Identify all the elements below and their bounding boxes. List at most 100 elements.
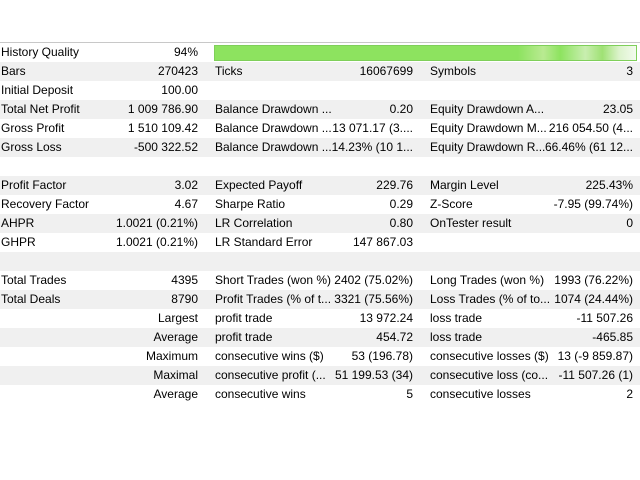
metric-value: 5 [406,387,413,401]
report-row: Total Trades 4395 Short Trades (won %) 2402… [0,271,640,290]
metric-value: 23.05 [602,102,633,116]
metric-value: 13 071.17 (3.... [332,121,413,135]
metric-value: -7.95 (99.74%) [553,197,633,211]
metric-label: consecutive wins ($) [215,349,324,363]
metric-label: Total Deals [1,292,61,306]
metric-label: Initial Deposit [1,83,74,97]
metric-label: Sharpe Ratio [215,197,286,211]
metric-label: Balance Drawdown ... [215,121,332,135]
metric-label: Equity Drawdown M... [430,121,547,135]
metric-label: Short Trades (won %) [215,273,332,287]
metric-value: Maximal [153,368,198,382]
metric-label: Equity Drawdown R... [430,140,546,154]
metric-value: 454.72 [376,330,413,344]
report-row: Average consecutive wins 5 consecutive loss… [0,385,640,404]
report-row: Bars 270423 Ticks 16067699 Symbols 3 [0,62,640,81]
report-row: Average profit trade 454.72 loss trade -465.… [0,328,640,347]
report-row: Initial Deposit 100.00 [0,81,640,100]
metric-value: 2 [626,387,633,401]
report-row: Total Net Profit 1 009 786.90 Balance Draw… [0,100,640,119]
metric-value: 1.0021 (0.21%) [115,235,198,249]
metric-value: 3.02 [174,178,198,192]
metric-value: 13 972.24 [359,311,413,325]
tester-report: History Quality 94% Bars 270423 Ticks 1606769… [0,42,640,423]
metric-value: 13 (-9 859.87) [557,349,633,363]
metric-value: 0.80 [389,216,413,230]
metric-value: -465.85 [592,330,633,344]
metric-value: 1993 (76.22%) [554,273,633,287]
metric-value: -11 507.26 [576,311,634,325]
metric-value: Average [153,387,198,401]
metric-value: 225.43% [585,178,633,192]
metric-label: History Quality [1,45,80,59]
history-quality-bar [214,45,637,61]
report-row: GHPR 1.0021 (0.21%) LR Standard Error 147 8… [0,233,640,252]
metric-value: 51 199.53 (34) [334,368,413,382]
metric-value: 1 510 109.42 [127,121,198,135]
metric-label: consecutive losses [430,387,531,401]
metric-label: Expected Payoff [215,178,303,192]
metric-value: 229.76 [376,178,413,192]
metric-value: 1 009 786.90 [127,102,198,116]
metric-value: 94% [173,45,198,59]
metric-label: Total Trades [1,273,67,287]
report-row: History Quality 94% [0,43,640,62]
metric-label: Profit Factor [1,178,67,192]
metric-value: 147 867.03 [352,235,413,249]
metric-label: Ticks [215,64,243,78]
metric-value: 53 (196.78) [351,349,413,363]
metric-value: 16067699 [359,64,413,78]
report-row: Gross Profit 1 510 109.42 Balance Drawdown… [0,119,640,138]
metric-label: consecutive loss (co... [430,368,549,382]
metric-value: -500 322.52 [133,140,198,154]
metric-label: Gross Profit [1,121,65,135]
metric-label: GHPR [1,235,36,249]
report-row: Largest profit trade 13 972.24 loss trade -1… [0,309,640,328]
metric-value: 3321 (75.56%) [334,292,413,306]
report-row: AHPR 1.0021 (0.21%) LR Correlation 0.80 OnTe… [0,214,640,233]
metric-value: 8790 [171,292,198,306]
metric-label: Margin Level [430,178,499,192]
report-row: Maximum consecutive wins ($) 53 (196.78) co… [0,347,640,366]
metric-label: Z-Score [430,197,473,211]
metric-label: OnTester result [430,216,512,230]
metric-value: 0 [626,216,633,230]
report-row [0,157,640,176]
metric-label: Balance Drawdown ... [215,102,332,116]
metric-label: LR Correlation [215,216,293,230]
report-row: Gross Loss -500 322.52 Balance Drawdown ..… [0,138,640,157]
report-row: Profit Factor 3.02 Expected Payoff 229.76 Ma… [0,176,640,195]
report-row: Total Deals 8790 Profit Trades (% of t... 3… [0,290,640,309]
metric-label: Profit Trades (% of t... [215,292,332,306]
metric-value: 4395 [171,273,198,287]
report-row: Maximal consecutive profit (... 51 199.53 … [0,366,640,385]
metric-label: Gross Loss [1,140,62,154]
metric-value: 1.0021 (0.21%) [115,216,198,230]
metric-label: Bars [1,64,26,78]
report-row [0,252,640,271]
metric-label: profit trade [215,330,273,344]
metric-label: Recovery Factor [1,197,90,211]
metric-label: consecutive profit (... [215,368,326,382]
metric-value: 216 054.50 (4... [548,121,633,135]
metric-value: -11 507.26 (1) [558,368,634,382]
metric-value: 1074 (24.44%) [554,292,633,306]
metric-label: loss trade [430,330,483,344]
metric-label: Equity Drawdown A... [430,102,545,116]
metric-value: 4.67 [174,197,198,211]
metric-value: 14.23% (10 1... [331,140,413,154]
metric-label: loss trade [430,311,483,325]
metric-value: Largest [157,311,198,325]
metric-label: Total Net Profit [1,102,80,116]
metric-value: 270423 [157,64,198,78]
metric-label: Loss Trades (% of to... [430,292,551,306]
metric-value: 100.00 [161,83,198,97]
metric-value: Maximum [145,349,198,363]
metric-value: Average [153,330,198,344]
metric-value: 3 [626,64,633,78]
metric-label: Symbols [430,64,477,78]
metric-value: 0.29 [389,197,413,211]
metric-label: consecutive wins [215,387,306,401]
report-row: Recovery Factor 4.67 Sharpe Ratio 0.29 Z-Sco… [0,195,640,214]
metric-label: consecutive losses ($) [430,349,549,363]
